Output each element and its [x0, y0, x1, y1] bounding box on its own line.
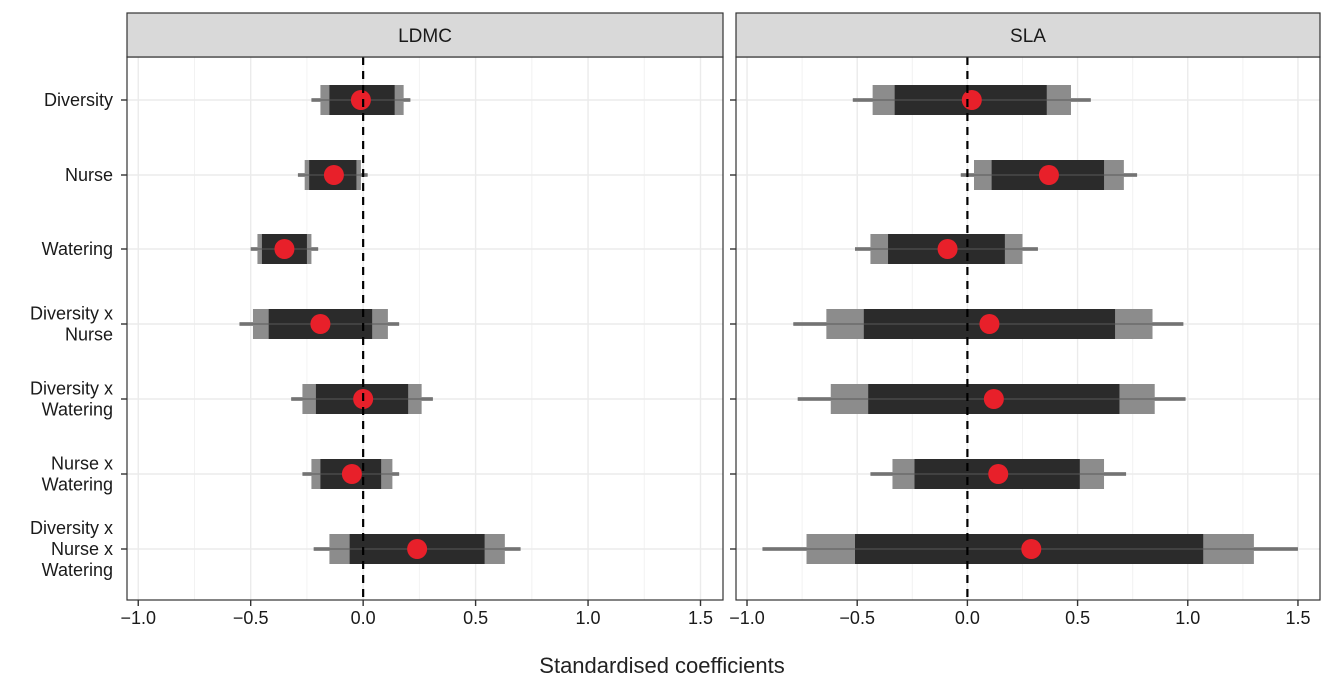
strip-background [735, 12, 1321, 58]
estimate-row [302, 459, 400, 489]
y-term-label-line: Watering [42, 400, 113, 420]
x-tick-label: 1.5 [688, 608, 713, 628]
y-term-label: Diversity x Nurse [30, 304, 113, 345]
y-term-label-line: Diversity [44, 90, 113, 110]
mean-point [274, 239, 295, 259]
mean-point [310, 314, 331, 334]
y-term-label-line: Nurse [65, 325, 113, 345]
y-term-label-line: Watering [42, 239, 113, 259]
estimate-row [239, 309, 400, 339]
estimate-row [797, 384, 1186, 414]
strip-label: LDMC [398, 26, 452, 47]
estimate-row [313, 534, 521, 564]
estimate-row [793, 309, 1184, 339]
estimate-row [297, 160, 368, 190]
y-term-label-line: Watering [42, 560, 113, 580]
y-term-label: Diversity [44, 90, 113, 110]
y-term-label-line: Nurse x [51, 454, 113, 474]
x-tick-label: 0.5 [1065, 608, 1090, 628]
estimate-row [291, 384, 433, 414]
estimate-row [852, 85, 1091, 115]
y-term-label-line: Watering [42, 475, 113, 495]
x-tick-label: −0.5 [839, 608, 875, 628]
y-term-label-line: Diversity x [30, 379, 113, 399]
mean-point [1021, 539, 1042, 559]
y-term-label-line: Nurse [65, 165, 113, 185]
estimate-row [870, 459, 1127, 489]
x-tick-label: −1.0 [729, 608, 765, 628]
y-term-label: Diversity x Nurse x Watering [30, 518, 113, 580]
mean-point [983, 389, 1004, 409]
y-term-label: Nurse x Watering [42, 454, 113, 495]
estimate-row [960, 160, 1138, 190]
mean-point [1038, 165, 1059, 185]
estimate-row [762, 534, 1298, 564]
estimate-row [311, 85, 411, 115]
panel-sla: SLA −1.0 −0.5 0.0 0.5 1.0 1.5 [729, 12, 1321, 628]
strip-background [126, 12, 724, 58]
x-tick-label: 0.0 [955, 608, 980, 628]
y-term-label: Nurse [65, 165, 113, 185]
mean-point [937, 239, 958, 259]
estimate-row [250, 234, 319, 264]
x-axis-title: Standardised coefficients [539, 653, 784, 678]
estimate-row [855, 234, 1038, 264]
strip-label: SLA [1010, 26, 1046, 47]
panel-background [127, 57, 723, 600]
panel-ldmc: LDMC −1.0 −0.5 0.0 0.5 1.0 1.5 [120, 12, 724, 628]
y-term-label-line: Diversity x [30, 518, 113, 538]
x-tick-label: 1.5 [1285, 608, 1310, 628]
y-term-label-line: Nurse x [51, 539, 113, 559]
x-tick-label: 1.0 [1175, 608, 1200, 628]
x-tick-label: −0.5 [233, 608, 269, 628]
mean-point [350, 90, 371, 110]
y-term-label: Watering [42, 239, 113, 259]
x-tick-label: 0.0 [351, 608, 376, 628]
mean-point [323, 165, 344, 185]
mean-point [407, 539, 428, 559]
x-tick-label: −1.0 [120, 608, 156, 628]
y-term-label: Diversity x Watering [30, 379, 113, 420]
mean-point [979, 314, 1000, 334]
mean-point [961, 90, 982, 110]
mean-point [341, 464, 362, 484]
x-tick-label: 0.5 [463, 608, 488, 628]
mean-point [988, 464, 1009, 484]
y-term-label-line: Diversity x [30, 304, 113, 324]
x-tick-label: 1.0 [576, 608, 601, 628]
panels: LDMC −1.0 −0.5 0.0 0.5 1.0 1.5 SLA −1.0 −0.5 0.0 0.… [120, 12, 1321, 628]
